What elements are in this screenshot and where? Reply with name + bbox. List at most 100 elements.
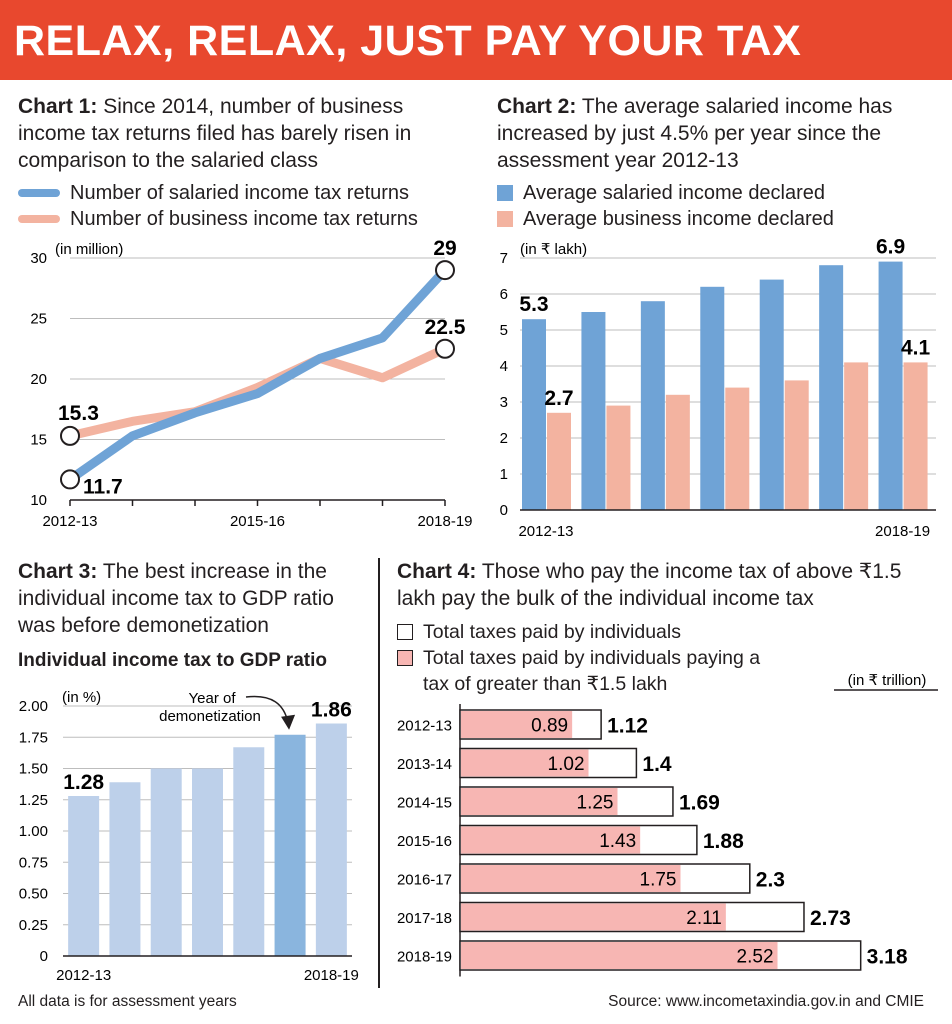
salaried-line-swatch bbox=[18, 189, 60, 197]
business-income-bar bbox=[547, 412, 571, 510]
salaried-returns-line bbox=[65, 265, 450, 484]
chart1-title-text: Since 2014, number of business income ta… bbox=[18, 95, 412, 172]
salaried-bar-swatch bbox=[497, 185, 513, 201]
total-taxes-value-label: 1.4 bbox=[642, 753, 672, 776]
title-banner: RELAX, RELAX, JUST PAY YOUR TAX bbox=[0, 0, 952, 80]
chart4-category-label: 2018-19 bbox=[397, 949, 452, 966]
chart2-y-tick-label: 2 bbox=[500, 430, 508, 447]
chart3-title-text: The best increase in the individual inco… bbox=[18, 560, 334, 637]
chart4-category-label: 2013-14 bbox=[397, 756, 452, 773]
salaried-income-bar bbox=[700, 286, 725, 510]
total-taxes-value-label: 3.18 bbox=[867, 946, 908, 969]
chart1-data-label: 22.5 bbox=[425, 316, 466, 339]
chart1-y-tick-label: 15 bbox=[30, 432, 47, 449]
legend-salaried-returns: Number of salaried income tax returns bbox=[70, 182, 410, 204]
gdp-ratio-bar bbox=[274, 734, 306, 956]
chart2-y-tick-label: 5 bbox=[500, 322, 508, 339]
chart3-y-tick-label: 0.50 bbox=[19, 886, 48, 903]
business-line-swatch bbox=[18, 215, 60, 223]
chart2-y-tick-label: 3 bbox=[500, 394, 508, 411]
total-taxes-value-label: 2.3 bbox=[756, 869, 785, 892]
chart4-category-label: 2016-17 bbox=[397, 872, 452, 889]
chart2-y-tick-label: 4 bbox=[500, 358, 508, 375]
chart1-line-chart: 10 15 20 25 30 2012-13 2015-16 2018-19 (in milli… bbox=[30, 237, 472, 530]
business-income-bar bbox=[606, 405, 631, 510]
business-returns-line bbox=[65, 344, 450, 441]
chart1-point-marker bbox=[60, 469, 80, 490]
chart1-x-tick-label: 2012-13 bbox=[42, 513, 97, 530]
gdp-ratio-bar bbox=[233, 747, 265, 956]
total-taxes-value-label: 1.88 bbox=[703, 830, 744, 853]
chart3-data-label: 1.28 bbox=[63, 771, 104, 794]
chart2-data-label: 6.9 bbox=[876, 236, 905, 259]
chart3-data-label: 1.86 bbox=[311, 699, 352, 722]
chart2-y-tick-label: 7 bbox=[500, 250, 508, 267]
chart4-horizontal-bar-chart: (in ₹ trillion) 2012-13 0.89 1.12 2013-14 1.0… bbox=[397, 672, 938, 977]
chart3-x-tick-label: 2012-13 bbox=[56, 967, 111, 984]
chart3-annotation-line2: demonetization bbox=[159, 708, 261, 725]
chart4-title-text: Those who pay the income tax of above ₹1… bbox=[397, 560, 902, 610]
salaried-income-bar bbox=[759, 279, 784, 510]
chart2-data-label: 4.1 bbox=[901, 336, 931, 359]
total-taxes-value-label: 1.69 bbox=[679, 792, 720, 815]
salaried-income-bar bbox=[522, 319, 546, 510]
business-income-bar bbox=[725, 387, 750, 510]
high-tax-bar bbox=[461, 749, 589, 777]
chart1-y-tick-label: 10 bbox=[30, 492, 47, 509]
chart2-y-tick-label: 6 bbox=[500, 286, 508, 303]
source: Source: www.incometaxindia.gov.in and CM… bbox=[608, 993, 924, 1010]
high-tax-bar bbox=[461, 826, 641, 854]
chart2-legend: Average salaried income declared Average… bbox=[497, 180, 834, 232]
high-tax-value-label: 2.11 bbox=[686, 908, 722, 929]
chart1-point-marker bbox=[60, 425, 80, 446]
chart1-data-label: 29 bbox=[433, 237, 456, 260]
chart3-y-tick-label: 0.75 bbox=[19, 854, 48, 871]
gdp-ratio-bar bbox=[68, 796, 100, 956]
chart4-category-label: 2012-13 bbox=[397, 718, 452, 735]
chart2-y-tick-label: 1 bbox=[500, 466, 508, 483]
chart3-y-tick-label: 0 bbox=[40, 948, 48, 965]
section-divider bbox=[378, 558, 380, 988]
chart3-arrowhead bbox=[281, 714, 296, 730]
salaried-income-bar bbox=[878, 261, 903, 510]
chart3-y-tick-label: 1.75 bbox=[19, 729, 48, 746]
high-tax-swatch bbox=[397, 650, 413, 666]
chart1-label: Chart 1: bbox=[18, 95, 98, 118]
chart3-y-tick-label: 1.00 bbox=[19, 823, 48, 840]
chart1-y-tick-label: 30 bbox=[30, 250, 47, 267]
total-taxes-value-label: 2.73 bbox=[810, 907, 851, 930]
high-tax-value-label: 1.43 bbox=[599, 831, 636, 852]
chart4-label: Chart 4: bbox=[397, 560, 477, 583]
salaried-income-bar bbox=[819, 265, 844, 510]
total-taxes-value-label: 1.12 bbox=[607, 715, 648, 738]
chart1-y-tick-label: 25 bbox=[30, 311, 47, 328]
business-income-bar bbox=[784, 380, 809, 510]
chart1-x-tick-label: 2015-16 bbox=[230, 513, 285, 530]
chart2-x-tick-label: 2018-19 bbox=[875, 523, 930, 540]
high-tax-value-label: 1.25 bbox=[577, 793, 614, 814]
high-tax-bar bbox=[461, 865, 681, 892]
high-tax-bar bbox=[461, 711, 573, 738]
chart2-label: Chart 2: bbox=[497, 95, 577, 118]
infographic-title: RELAX, RELAX, JUST PAY YOUR TAX bbox=[14, 17, 802, 65]
chart4-unit-label: (in ₹ trillion) bbox=[848, 672, 927, 689]
chart3-y-tick-label: 1.25 bbox=[19, 792, 48, 809]
chart4-category-label: 2014-15 bbox=[397, 795, 452, 812]
legend-business-returns: Number of business income tax returns bbox=[70, 208, 418, 230]
high-tax-value-label: 0.89 bbox=[531, 716, 568, 737]
chart2-data-label: 2.7 bbox=[544, 387, 573, 410]
legend-high-tax-line1: Total taxes paid by individuals paying a bbox=[423, 647, 761, 669]
chart4-legend: Total taxes paid by individuals Total ta… bbox=[397, 619, 760, 697]
business-income-bar bbox=[844, 362, 869, 510]
business-bar-swatch bbox=[497, 211, 513, 227]
chart2-x-tick-label: 2012-13 bbox=[518, 523, 573, 540]
high-tax-value-label: 1.02 bbox=[548, 754, 585, 775]
chart2-y-tick-label: 0 bbox=[500, 502, 508, 519]
chart3-annotation-line1: Year of bbox=[189, 690, 237, 707]
chart2-data-label: 5.3 bbox=[519, 293, 548, 316]
gdp-ratio-bar bbox=[192, 768, 223, 956]
chart1-title: Chart 1: Since 2014, number of business … bbox=[18, 93, 438, 174]
high-tax-value-label: 1.75 bbox=[640, 870, 677, 891]
chart3-bar-chart: 0 0.25 0.50 0.75 1.00 1.25 1.50 1.75 2.00 2012-13… bbox=[19, 689, 359, 984]
high-tax-value-label: 2.52 bbox=[737, 947, 774, 968]
